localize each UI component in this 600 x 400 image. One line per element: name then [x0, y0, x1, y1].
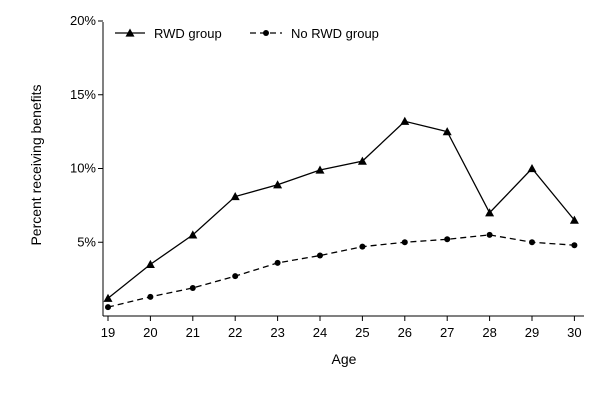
series-layer	[103, 116, 579, 311]
data-point-triangle	[145, 259, 155, 268]
series-line	[107, 120, 575, 299]
series-2	[105, 231, 578, 311]
legend-marker-circle	[263, 30, 269, 36]
data-point-triangle	[485, 208, 495, 217]
y-tick-label: 10%	[70, 161, 96, 176]
x-tick-label: 28	[482, 325, 496, 340]
data-point-circle	[529, 239, 535, 246]
data-point-triangle	[569, 215, 579, 224]
x-tick-label: 25	[355, 325, 369, 340]
x-tick-label: 26	[398, 325, 412, 340]
data-point-triangle	[400, 116, 410, 125]
legend-label: RWD group	[154, 26, 222, 41]
data-point-triangle	[230, 192, 240, 201]
x-tick-label: 22	[228, 325, 242, 340]
data-point-circle	[189, 284, 196, 291]
y-tick-label: 15%	[70, 87, 96, 102]
x-axis-title: Age	[332, 351, 357, 367]
x-tick-label: 20	[143, 325, 157, 340]
data-point-circle	[147, 293, 154, 300]
x-tick-label: 24	[313, 325, 327, 340]
data-point-triangle	[357, 156, 367, 165]
data-point-circle	[444, 236, 451, 243]
x-tick-label: 30	[567, 325, 581, 340]
data-point-triangle	[442, 127, 452, 136]
legend-label: No RWD group	[291, 26, 379, 41]
legend: RWD group No RWD group	[115, 26, 379, 41]
y-axis-title: Percent receiving benefits	[28, 84, 44, 245]
axes: 5% 10% 15% 20% 19 20 21 22 23 24 25 26 27 28 29 30	[70, 13, 584, 340]
data-point-circle	[401, 239, 408, 246]
data-point-circle	[359, 243, 366, 250]
x-tick-label: 23	[270, 325, 284, 340]
data-point-circle	[571, 242, 578, 249]
legend-item-no-rwd: No RWD group	[250, 26, 379, 41]
data-point-triangle	[188, 230, 198, 239]
data-point-circle	[317, 252, 323, 259]
series-1	[103, 116, 579, 302]
x-tick-label: 19	[101, 325, 115, 340]
y-tick-label: 20%	[70, 13, 96, 28]
series-line	[107, 234, 575, 308]
data-point-circle	[232, 273, 239, 280]
legend-marker-triangle	[125, 28, 135, 37]
data-point-triangle	[103, 293, 113, 302]
y-tick-label: 5%	[77, 234, 96, 249]
x-tick-label: 27	[440, 325, 454, 340]
x-tick-label: 29	[525, 325, 539, 340]
data-point-circle	[274, 259, 281, 266]
x-tick-label: 21	[186, 325, 200, 340]
data-point-circle	[105, 304, 111, 311]
data-point-triangle	[527, 164, 537, 173]
data-point-circle	[486, 231, 493, 238]
data-point-triangle	[273, 180, 283, 189]
data-point-triangle	[315, 165, 325, 174]
legend-item-rwd: RWD group	[115, 26, 222, 41]
